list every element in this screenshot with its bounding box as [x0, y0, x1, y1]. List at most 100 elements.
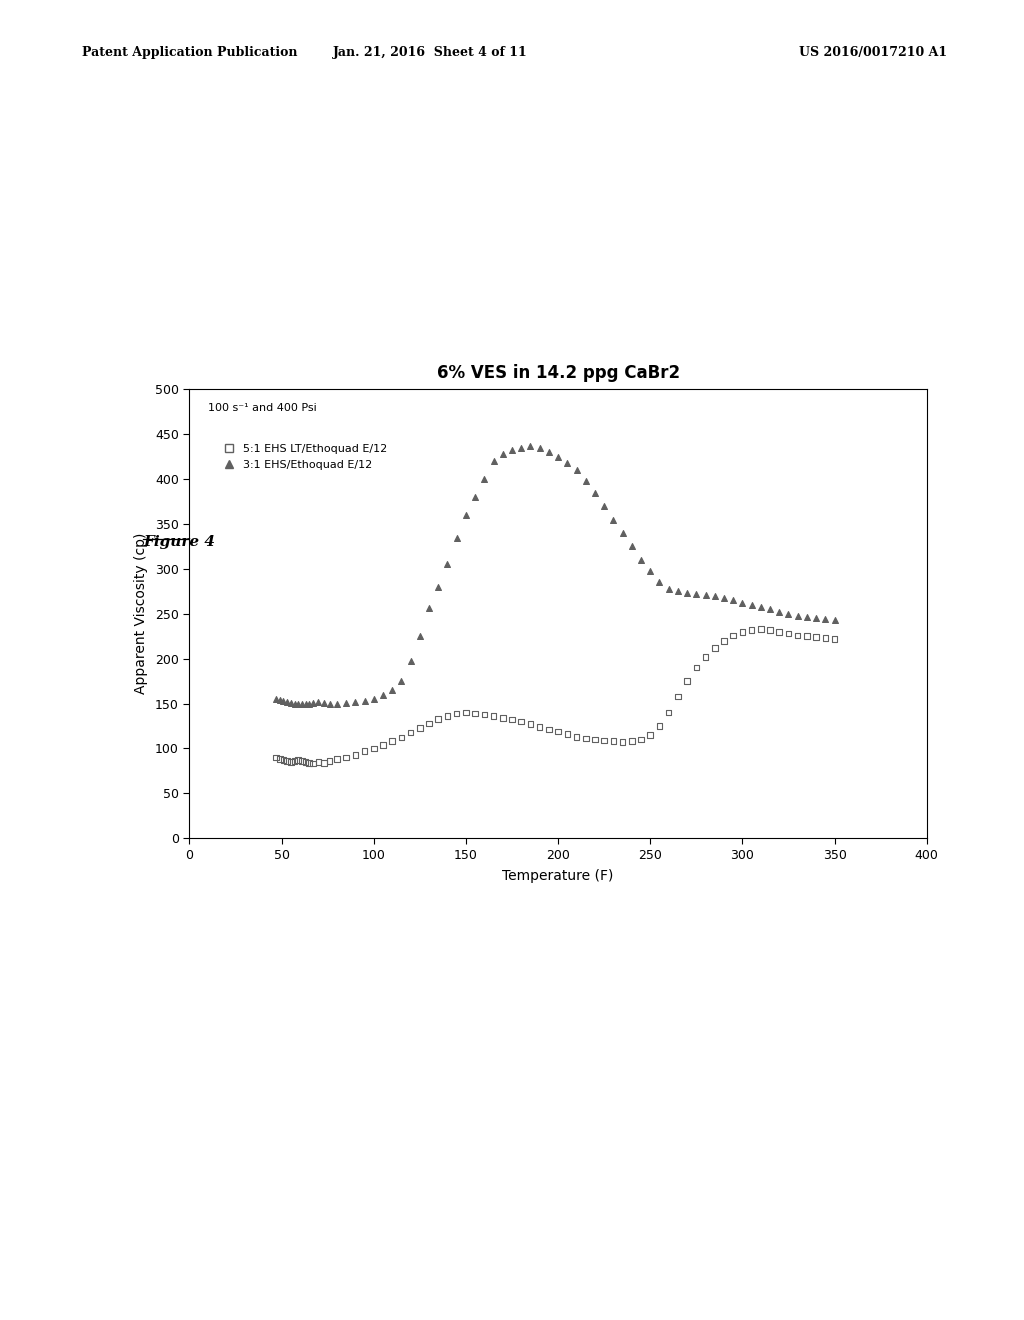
Point	[297, 693, 313, 714]
Text: Figure 4: Figure 4	[143, 535, 215, 549]
Point	[605, 510, 622, 531]
Point	[716, 587, 732, 609]
Point	[458, 702, 474, 723]
Point	[315, 692, 332, 713]
Point	[402, 651, 419, 672]
Point	[624, 536, 640, 557]
Point	[826, 610, 843, 631]
Point	[707, 585, 723, 606]
Point	[495, 708, 511, 729]
Point	[279, 692, 295, 713]
Point	[780, 623, 797, 644]
Point	[375, 734, 391, 755]
Point	[522, 714, 539, 735]
Point	[439, 554, 456, 576]
Point	[771, 622, 787, 643]
Point	[651, 572, 668, 593]
Point	[531, 437, 548, 458]
Point	[568, 459, 585, 480]
Point	[375, 684, 391, 705]
Point	[294, 694, 310, 715]
Point	[578, 470, 594, 491]
Point	[338, 747, 354, 768]
Point	[679, 582, 695, 603]
Point	[522, 436, 539, 457]
Point	[670, 686, 686, 708]
Point	[541, 719, 557, 741]
Point	[799, 626, 815, 647]
Point	[439, 706, 456, 727]
Point	[322, 693, 338, 714]
Point	[734, 622, 751, 643]
Point	[660, 578, 677, 599]
Point	[587, 482, 603, 503]
Point	[485, 706, 502, 727]
Point	[541, 442, 557, 463]
Point	[275, 690, 292, 711]
Point	[568, 726, 585, 747]
Point	[513, 437, 529, 458]
Point	[624, 731, 640, 752]
Point	[412, 717, 428, 738]
Point	[725, 624, 741, 645]
Point	[550, 446, 566, 467]
Point	[531, 717, 548, 738]
X-axis label: Temperature (F): Temperature (F)	[503, 869, 613, 883]
Legend: 5:1 EHS LT/Ethoquad E/12, 3:1 EHS/Ethoquad E/12: 5:1 EHS LT/Ethoquad E/12, 3:1 EHS/Ethoqu…	[213, 440, 392, 474]
Point	[605, 731, 622, 752]
Point	[467, 487, 483, 508]
Point	[596, 730, 612, 751]
Point	[271, 748, 288, 770]
Point	[799, 607, 815, 628]
Point	[614, 523, 631, 544]
Point	[642, 560, 658, 581]
Point	[449, 527, 465, 548]
Point	[817, 609, 834, 630]
Point	[688, 583, 705, 605]
Title: 6% VES in 14.2 ppg CaBr2: 6% VES in 14.2 ppg CaBr2	[436, 364, 680, 383]
Point	[642, 725, 658, 746]
Point	[513, 711, 529, 733]
Point	[716, 630, 732, 651]
Point	[633, 729, 649, 750]
Point	[366, 738, 382, 759]
Point	[310, 751, 327, 772]
Point	[384, 731, 400, 752]
Point	[356, 741, 373, 762]
Point	[762, 619, 778, 640]
Point	[430, 577, 446, 598]
Point	[817, 627, 834, 648]
Point	[578, 729, 594, 750]
Point	[753, 619, 769, 640]
Point	[275, 750, 292, 771]
Point	[290, 693, 306, 714]
Y-axis label: Apparent Viscosity (cp): Apparent Viscosity (cp)	[134, 533, 148, 694]
Point	[660, 702, 677, 723]
Point	[734, 593, 751, 614]
Point	[780, 603, 797, 624]
Point	[550, 721, 566, 742]
Point	[271, 689, 288, 710]
Point	[614, 731, 631, 752]
Point	[294, 751, 310, 772]
Point	[725, 590, 741, 611]
Point	[670, 581, 686, 602]
Point	[743, 619, 760, 640]
Point	[697, 647, 714, 668]
Point	[347, 692, 364, 713]
Point	[504, 709, 520, 730]
Point	[315, 752, 332, 774]
Point	[697, 585, 714, 606]
Point	[305, 692, 322, 713]
Point	[679, 671, 695, 692]
Point	[467, 702, 483, 723]
Point	[596, 495, 612, 516]
Point	[283, 751, 299, 772]
Point	[743, 594, 760, 615]
Point	[808, 627, 824, 648]
Point	[476, 469, 493, 490]
Point	[688, 657, 705, 678]
Point	[559, 723, 575, 744]
Point	[283, 692, 299, 713]
Point	[366, 689, 382, 710]
